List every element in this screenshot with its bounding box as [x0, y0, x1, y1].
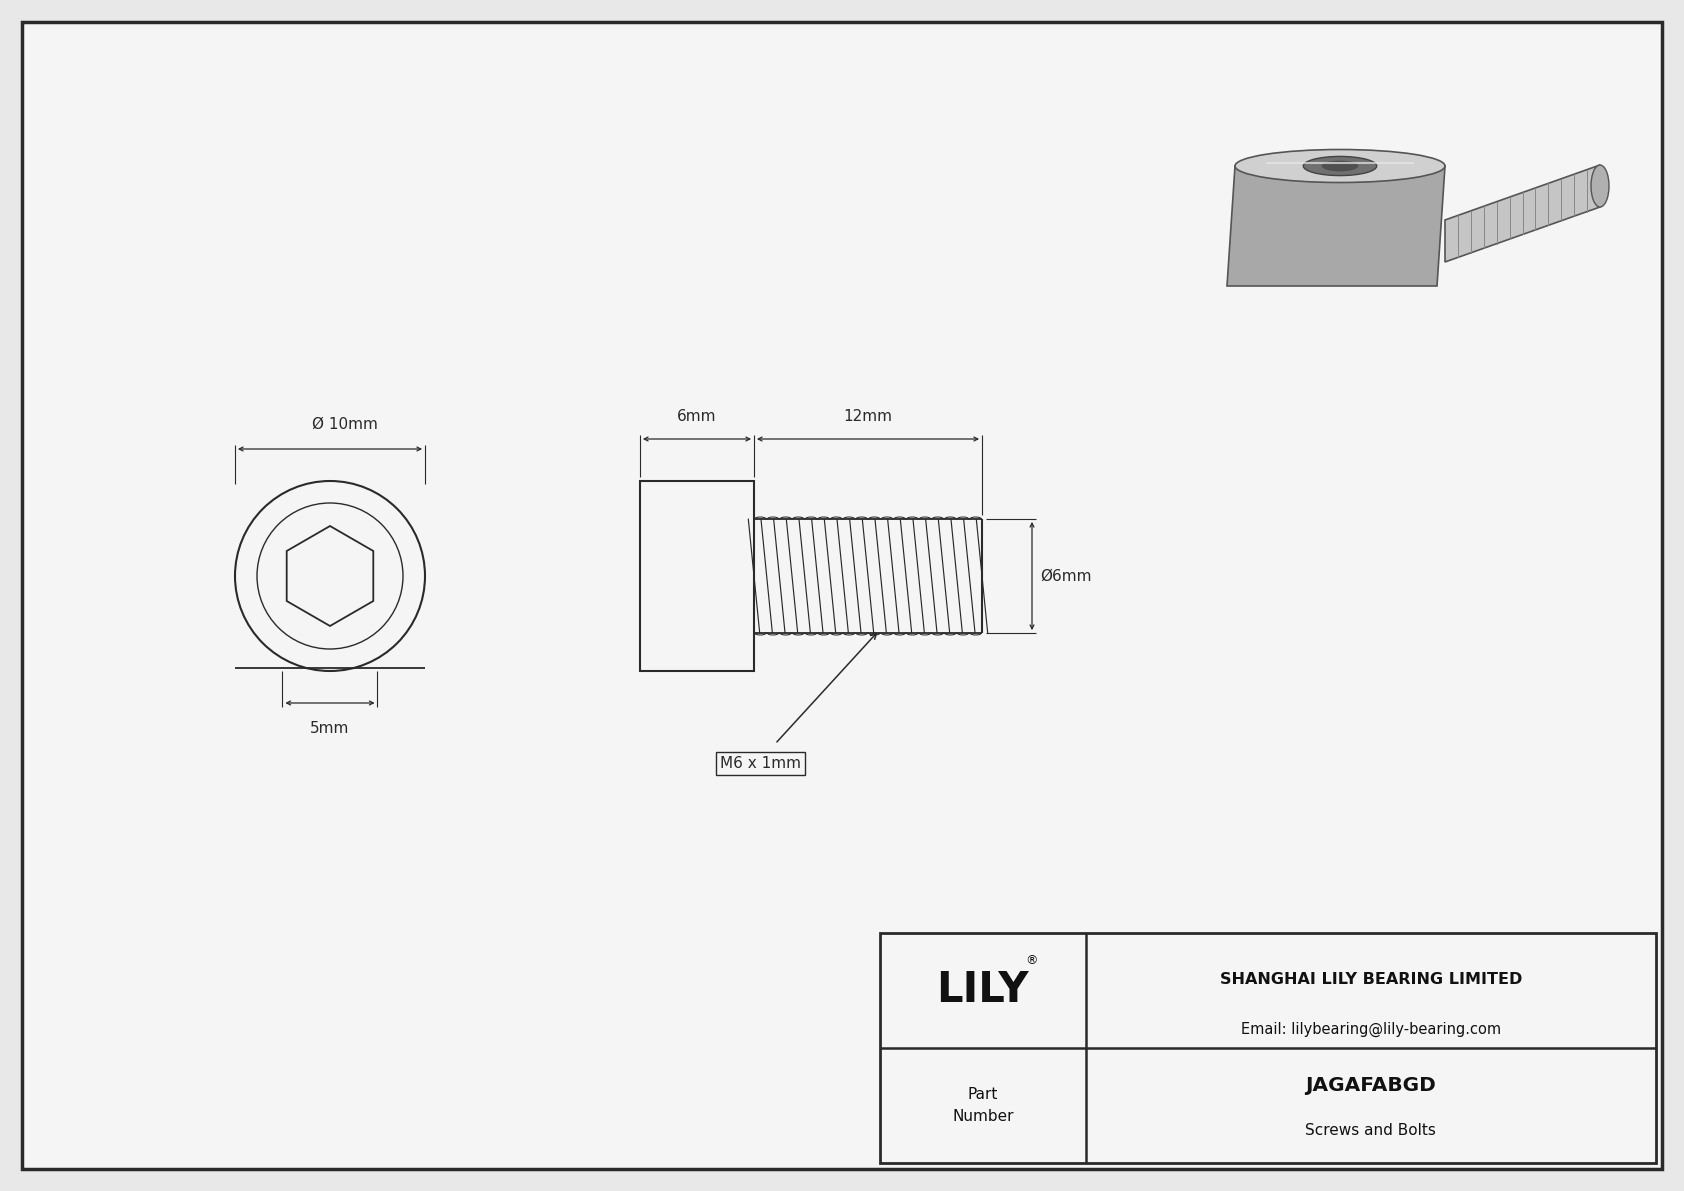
- Text: SHANGHAI LILY BEARING LIMITED: SHANGHAI LILY BEARING LIMITED: [1219, 972, 1522, 986]
- Ellipse shape: [1303, 156, 1378, 175]
- Text: 5mm: 5mm: [310, 721, 350, 736]
- Text: ®: ®: [1026, 954, 1037, 967]
- Text: JAGAFABGD: JAGAFABGD: [1305, 1077, 1436, 1096]
- Text: Ø 10mm: Ø 10mm: [312, 417, 377, 432]
- Text: M6 x 1mm: M6 x 1mm: [721, 756, 802, 771]
- Bar: [640, 481, 754, 671]
- Ellipse shape: [1234, 150, 1445, 182]
- Text: LILY: LILY: [936, 969, 1029, 1011]
- Ellipse shape: [1591, 166, 1608, 207]
- Text: Screws and Bolts: Screws and Bolts: [1305, 1123, 1436, 1139]
- Text: Ø6mm: Ø6mm: [1041, 568, 1091, 584]
- Polygon shape: [1228, 166, 1445, 286]
- Polygon shape: [1445, 166, 1600, 262]
- Text: 6mm: 6mm: [677, 409, 717, 424]
- Ellipse shape: [1322, 161, 1359, 172]
- Bar: [881, 933, 1655, 1162]
- Text: Part
Number: Part Number: [951, 1087, 1014, 1124]
- Text: Email: lilybearing@lily-bearing.com: Email: lilybearing@lily-bearing.com: [1241, 1022, 1500, 1037]
- Text: 12mm: 12mm: [844, 409, 893, 424]
